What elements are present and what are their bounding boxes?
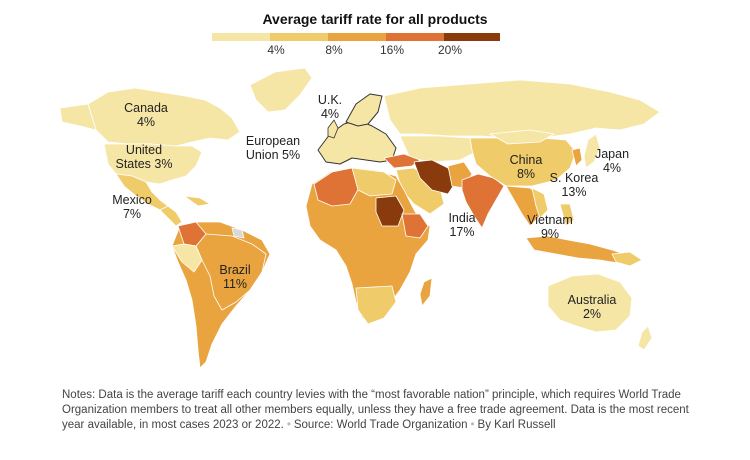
alaska-shape [59, 103, 97, 131]
legend-swatch-4 [444, 33, 500, 41]
label-australia: Australia 2% [567, 293, 617, 321]
korea-shape [571, 147, 583, 167]
mongolia-shape [489, 129, 555, 145]
southern-africa-shape [355, 285, 397, 325]
guiana-shape [231, 227, 245, 239]
madagascar-shape [419, 277, 433, 307]
label-south-korea: S. Korea 13% [549, 171, 599, 199]
ethiopia-shape [401, 213, 429, 239]
europe-shape [317, 119, 397, 165]
peru-shape [171, 243, 203, 273]
colombia-shape [177, 221, 207, 247]
vietnam-shape [531, 187, 549, 219]
papua-shape [611, 251, 643, 267]
legend-tick-4: 4% [267, 43, 285, 57]
legend-swatch-3 [386, 33, 444, 41]
label-uk: U.K. 4% [317, 93, 343, 121]
legend-swatch-2 [328, 33, 386, 41]
caribbean-shape [183, 195, 211, 207]
label-canada: Canada 4% [124, 101, 168, 129]
legend-swatch-0 [212, 33, 270, 41]
label-india: India 17% [448, 211, 476, 239]
legend-swatch-1 [270, 33, 328, 41]
russia-shape [383, 79, 661, 139]
label-china: China 8% [509, 153, 543, 181]
uk-shape [327, 119, 339, 139]
sudan-shape [375, 195, 405, 227]
greenland-shape [249, 67, 313, 113]
notes-text: Notes: Data is the average tariff each c… [62, 389, 689, 431]
chart-title: Average tariff rate for all products [262, 11, 488, 27]
libya-shape [351, 167, 397, 197]
label-vietnam: Vietnam 9% [527, 213, 573, 241]
label-mexico: Mexico 7% [112, 193, 152, 221]
legend-tick-20: 20% [437, 43, 463, 57]
legend-tick-8: 8% [325, 43, 343, 57]
legend-tick-16: 16% [379, 43, 405, 57]
label-european-union: European Union 5% [245, 134, 301, 162]
color-legend: 4% 8% 16% 20% [212, 33, 500, 63]
north-africa-shape [313, 167, 361, 207]
byline: By Karl Russell [477, 419, 556, 431]
label-united-states: United States 3% [115, 143, 173, 171]
source-text: Source: World Trade Organization [293, 419, 468, 431]
india-shape [461, 173, 505, 229]
label-brazil: Brazil 11% [219, 263, 251, 291]
australia-shape [547, 273, 633, 333]
label-japan: Japan 4% [594, 147, 630, 175]
japan-shape [583, 133, 601, 169]
central-america-shape [159, 205, 183, 227]
scandinavia-shape [345, 93, 383, 127]
philippines-shape [559, 203, 575, 227]
new-zealand-shape [637, 325, 653, 351]
notes: Notes: Data is the average tariff each c… [62, 389, 689, 431]
world-map [59, 67, 661, 369]
iran-shape [413, 159, 457, 195]
